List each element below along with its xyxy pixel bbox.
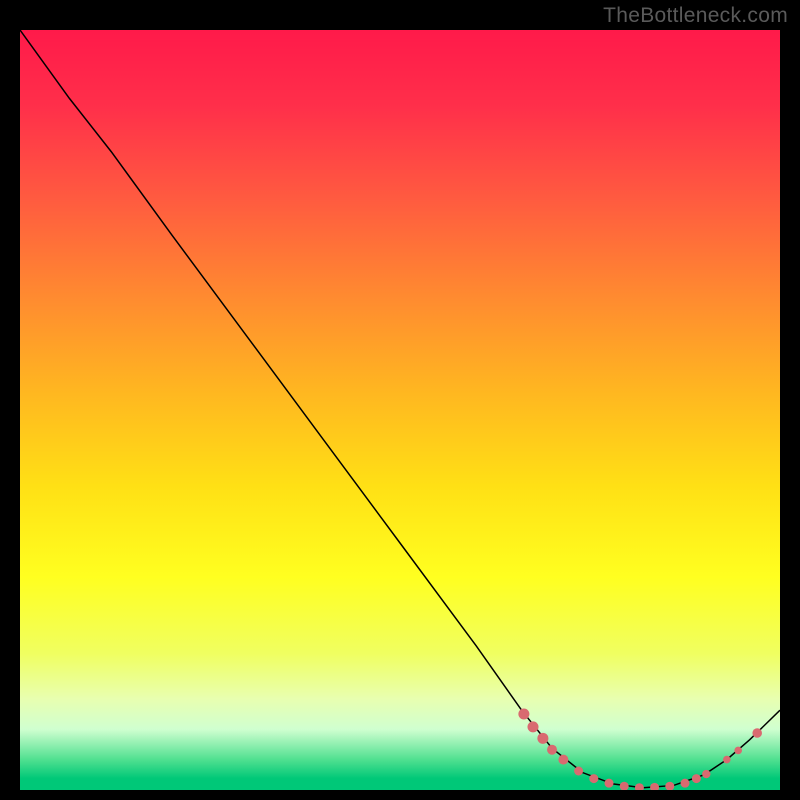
data-marker (605, 779, 614, 788)
data-marker (537, 733, 548, 744)
chart-background (20, 30, 780, 790)
bottleneck-curve-chart (20, 30, 780, 790)
data-marker (574, 767, 583, 776)
watermark-text: TheBottleneck.com (603, 4, 788, 28)
chart-container (20, 30, 780, 790)
data-marker (558, 755, 568, 765)
data-marker (681, 779, 690, 788)
data-marker (589, 774, 598, 783)
data-marker (723, 756, 731, 764)
data-marker (702, 770, 710, 778)
data-marker (734, 747, 742, 755)
data-marker (518, 709, 529, 720)
data-marker (547, 745, 557, 755)
data-marker (528, 721, 539, 732)
data-marker (692, 774, 701, 783)
data-marker (752, 728, 762, 738)
